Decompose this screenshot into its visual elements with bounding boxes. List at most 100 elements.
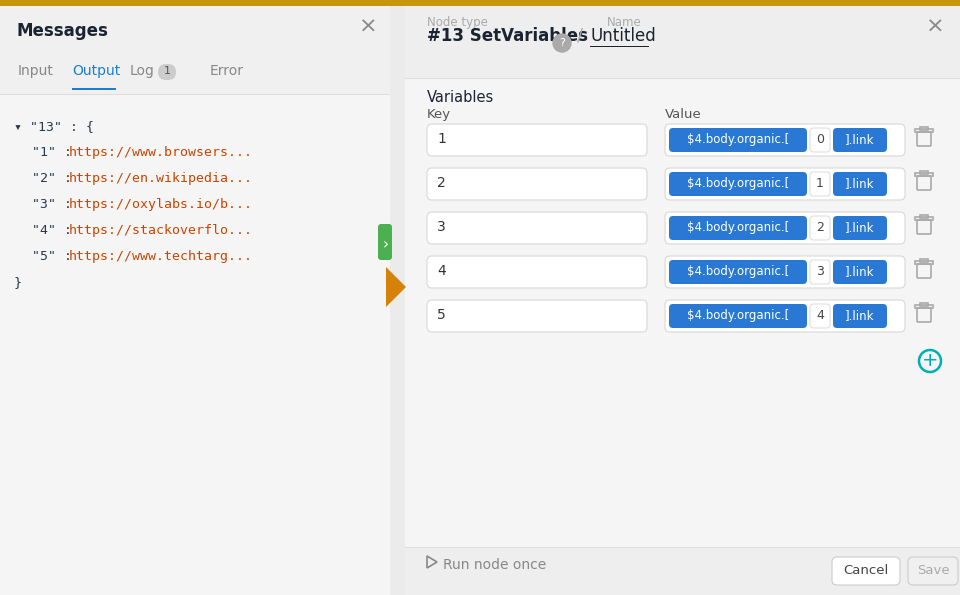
Text: https://www.browsers...: https://www.browsers... bbox=[68, 146, 252, 159]
FancyBboxPatch shape bbox=[378, 224, 392, 260]
Text: #13 SetVariables: #13 SetVariables bbox=[427, 27, 588, 45]
FancyBboxPatch shape bbox=[427, 168, 647, 200]
Bar bbox=[72, 88, 116, 90]
Bar bbox=[915, 173, 933, 176]
Text: Output: Output bbox=[72, 64, 120, 78]
Bar bbox=[915, 129, 933, 132]
Text: 5: 5 bbox=[437, 308, 445, 322]
Text: /: / bbox=[577, 27, 583, 45]
FancyBboxPatch shape bbox=[427, 212, 647, 244]
FancyBboxPatch shape bbox=[427, 124, 647, 156]
Text: ].link: ].link bbox=[845, 265, 875, 278]
FancyBboxPatch shape bbox=[427, 256, 647, 288]
FancyBboxPatch shape bbox=[665, 212, 905, 244]
Text: $4.body.organic.[: $4.body.organic.[ bbox=[686, 309, 789, 322]
Bar bbox=[915, 305, 933, 308]
FancyBboxPatch shape bbox=[810, 128, 830, 152]
Text: "2" :: "2" : bbox=[32, 172, 80, 185]
Text: $4.body.organic.[: $4.body.organic.[ bbox=[686, 221, 789, 234]
Text: +: + bbox=[922, 352, 938, 371]
Text: https://oxylabs.io/b...: https://oxylabs.io/b... bbox=[68, 198, 252, 211]
Text: Save: Save bbox=[917, 564, 949, 577]
Text: $4.body.organic.[: $4.body.organic.[ bbox=[686, 177, 789, 190]
FancyBboxPatch shape bbox=[833, 128, 887, 152]
Text: Key: Key bbox=[427, 108, 451, 121]
Text: Value: Value bbox=[665, 108, 702, 121]
Bar bbox=[405, 6, 960, 595]
FancyBboxPatch shape bbox=[810, 304, 830, 328]
Circle shape bbox=[553, 34, 571, 52]
Bar bbox=[0, 6, 390, 595]
FancyBboxPatch shape bbox=[665, 256, 905, 288]
Text: Node type: Node type bbox=[427, 16, 488, 29]
Bar bbox=[405, 547, 960, 595]
Polygon shape bbox=[386, 267, 406, 307]
FancyBboxPatch shape bbox=[669, 260, 807, 284]
FancyBboxPatch shape bbox=[158, 64, 176, 80]
FancyBboxPatch shape bbox=[833, 304, 887, 328]
Bar bbox=[920, 127, 928, 130]
FancyBboxPatch shape bbox=[665, 300, 905, 332]
FancyBboxPatch shape bbox=[832, 557, 900, 585]
Text: Untitled: Untitled bbox=[590, 27, 656, 45]
Bar bbox=[920, 171, 928, 174]
Text: 3: 3 bbox=[437, 220, 445, 234]
FancyBboxPatch shape bbox=[810, 172, 830, 196]
FancyBboxPatch shape bbox=[833, 260, 887, 284]
Text: ×: × bbox=[359, 17, 377, 37]
Text: 3: 3 bbox=[816, 265, 824, 278]
Text: 1: 1 bbox=[437, 132, 445, 146]
Text: https://www.techtarg...: https://www.techtarg... bbox=[68, 250, 252, 263]
FancyBboxPatch shape bbox=[669, 216, 807, 240]
Text: 1: 1 bbox=[163, 66, 171, 76]
FancyBboxPatch shape bbox=[908, 557, 958, 585]
Text: Cancel: Cancel bbox=[844, 564, 889, 577]
Text: "5" :: "5" : bbox=[32, 250, 80, 263]
Text: ›: › bbox=[383, 237, 389, 252]
FancyBboxPatch shape bbox=[669, 172, 807, 196]
Bar bbox=[0, 56, 390, 94]
Text: ?: ? bbox=[559, 38, 564, 48]
Text: Run node once: Run node once bbox=[443, 558, 546, 572]
FancyBboxPatch shape bbox=[810, 260, 830, 284]
Text: Log: Log bbox=[130, 64, 155, 78]
Text: Input: Input bbox=[18, 64, 54, 78]
FancyBboxPatch shape bbox=[669, 304, 807, 328]
Text: "3" :: "3" : bbox=[32, 198, 80, 211]
Bar bbox=[920, 215, 928, 218]
Text: "1" :: "1" : bbox=[32, 146, 80, 159]
Text: ×: × bbox=[925, 17, 945, 37]
FancyBboxPatch shape bbox=[833, 172, 887, 196]
Text: "4" :: "4" : bbox=[32, 224, 80, 237]
FancyBboxPatch shape bbox=[833, 216, 887, 240]
FancyBboxPatch shape bbox=[669, 128, 807, 152]
Bar bbox=[920, 303, 928, 306]
Text: 1: 1 bbox=[816, 177, 824, 190]
Text: 4: 4 bbox=[816, 309, 824, 322]
Text: $4.body.organic.[: $4.body.organic.[ bbox=[686, 265, 789, 278]
Text: ▾ "13" : {: ▾ "13" : { bbox=[14, 120, 94, 133]
Text: ].link: ].link bbox=[845, 309, 875, 322]
Text: ].link: ].link bbox=[845, 133, 875, 146]
Bar bbox=[915, 217, 933, 220]
Text: 2: 2 bbox=[437, 176, 445, 190]
Bar bbox=[915, 261, 933, 264]
Text: }: } bbox=[14, 276, 22, 289]
FancyBboxPatch shape bbox=[810, 216, 830, 240]
Bar bbox=[920, 259, 928, 262]
Bar bbox=[590, 46, 649, 47]
Text: $4.body.organic.[: $4.body.organic.[ bbox=[686, 133, 789, 146]
Text: Error: Error bbox=[210, 64, 244, 78]
Bar bbox=[405, 6, 960, 78]
Text: 0: 0 bbox=[816, 133, 824, 146]
Text: 4: 4 bbox=[437, 264, 445, 278]
Bar bbox=[390, 6, 405, 595]
Bar bbox=[0, 0, 960, 6]
Text: https://en.wikipedia...: https://en.wikipedia... bbox=[68, 172, 252, 185]
Text: Name: Name bbox=[607, 16, 641, 29]
Text: ].link: ].link bbox=[845, 177, 875, 190]
FancyBboxPatch shape bbox=[427, 300, 647, 332]
Text: Messages: Messages bbox=[16, 22, 108, 40]
Bar bbox=[405, 78, 960, 79]
FancyBboxPatch shape bbox=[665, 168, 905, 200]
